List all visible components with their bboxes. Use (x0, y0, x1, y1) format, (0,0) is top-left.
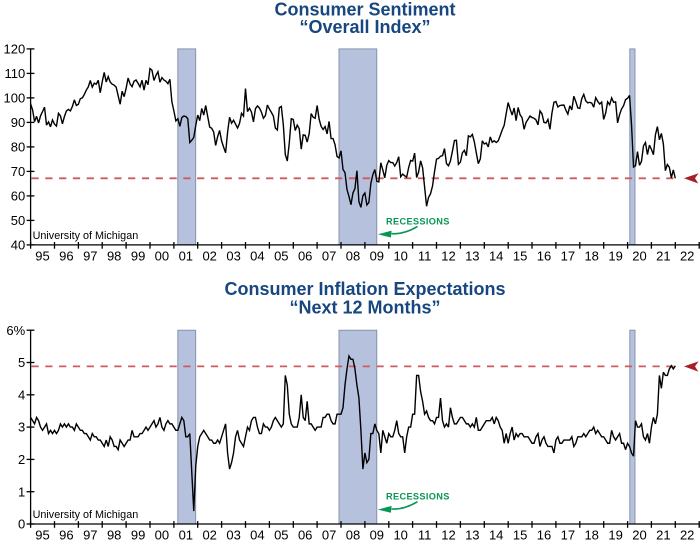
svg-text:12: 12 (441, 528, 455, 543)
svg-text:09: 09 (370, 248, 384, 263)
svg-text:07: 07 (322, 528, 336, 543)
svg-text:08: 08 (346, 528, 360, 543)
svg-text:14: 14 (489, 248, 503, 263)
svg-text:60: 60 (11, 189, 25, 204)
svg-text:09: 09 (370, 528, 384, 543)
svg-text:16: 16 (537, 528, 551, 543)
svg-text:99: 99 (131, 248, 145, 263)
svg-text:99: 99 (131, 528, 145, 543)
svg-text:19: 19 (608, 528, 622, 543)
svg-text:21: 21 (656, 528, 670, 543)
svg-text:14: 14 (489, 528, 503, 543)
svg-text:10: 10 (393, 528, 407, 543)
svg-text:University of Michigan: University of Michigan (33, 230, 139, 242)
svg-text:01: 01 (179, 528, 193, 543)
svg-text:98: 98 (107, 528, 121, 543)
svg-text:12: 12 (441, 248, 455, 263)
svg-text:15: 15 (513, 528, 527, 543)
svg-text:100: 100 (3, 91, 25, 106)
svg-text:03: 03 (226, 528, 240, 543)
svg-text:02: 02 (202, 248, 216, 263)
svg-text:18: 18 (584, 248, 598, 263)
svg-text:04: 04 (250, 248, 264, 263)
svg-text:19: 19 (608, 248, 622, 263)
svg-text:00: 00 (155, 528, 169, 543)
svg-text:15: 15 (513, 248, 527, 263)
svg-text:17: 17 (561, 248, 575, 263)
svg-text:6%: 6% (6, 323, 25, 338)
svg-text:05: 05 (274, 248, 288, 263)
svg-text:120: 120 (3, 42, 25, 57)
svg-text:00: 00 (155, 248, 169, 263)
svg-text:11: 11 (418, 528, 432, 543)
svg-text:Consumer Sentiment: Consumer Sentiment (274, 0, 455, 20)
svg-text:18: 18 (584, 528, 598, 543)
svg-text:16: 16 (537, 248, 551, 263)
svg-text:“Next 12 Months”: “Next 12 Months” (289, 297, 440, 317)
svg-text:06: 06 (298, 248, 312, 263)
svg-text:07: 07 (322, 248, 336, 263)
svg-text:22: 22 (680, 528, 694, 543)
svg-text:96: 96 (59, 248, 73, 263)
svg-text:20: 20 (632, 528, 646, 543)
svg-text:02: 02 (202, 528, 216, 543)
svg-text:08: 08 (346, 248, 360, 263)
svg-text:“Overall Index”: “Overall Index” (299, 17, 430, 37)
svg-text:21: 21 (656, 248, 670, 263)
svg-text:40: 40 (11, 238, 25, 253)
svg-text:2: 2 (18, 452, 25, 467)
svg-text:03: 03 (226, 248, 240, 263)
svg-text:10: 10 (393, 248, 407, 263)
svg-text:96: 96 (59, 528, 73, 543)
svg-text:University of Michigan: University of Michigan (33, 509, 139, 521)
svg-text:13: 13 (465, 248, 479, 263)
svg-text:70: 70 (11, 164, 25, 179)
svg-text:0: 0 (18, 517, 25, 532)
svg-text:4: 4 (18, 387, 25, 402)
svg-text:97: 97 (83, 248, 97, 263)
svg-text:97: 97 (83, 528, 97, 543)
svg-text:13: 13 (465, 528, 479, 543)
svg-text:11: 11 (418, 248, 432, 263)
svg-text:20: 20 (632, 248, 646, 263)
svg-text:110: 110 (4, 66, 25, 81)
svg-text:04: 04 (250, 528, 264, 543)
svg-text:1: 1 (18, 484, 25, 499)
svg-text:22: 22 (680, 248, 694, 263)
svg-text:98: 98 (107, 248, 121, 263)
svg-text:50: 50 (11, 213, 25, 228)
svg-text:06: 06 (298, 528, 312, 543)
svg-text:Consumer Inflation Expectation: Consumer Inflation Expectations (224, 279, 505, 299)
svg-text:5: 5 (18, 355, 25, 370)
svg-text:90: 90 (11, 115, 25, 130)
svg-text:05: 05 (274, 528, 288, 543)
svg-text:RECESSIONS: RECESSIONS (386, 491, 450, 501)
svg-text:3: 3 (18, 420, 25, 435)
svg-text:RECESSIONS: RECESSIONS (386, 216, 450, 226)
svg-text:95: 95 (35, 528, 49, 543)
svg-text:01: 01 (179, 248, 193, 263)
svg-text:80: 80 (11, 140, 25, 155)
svg-text:95: 95 (35, 248, 49, 263)
svg-text:17: 17 (561, 528, 575, 543)
